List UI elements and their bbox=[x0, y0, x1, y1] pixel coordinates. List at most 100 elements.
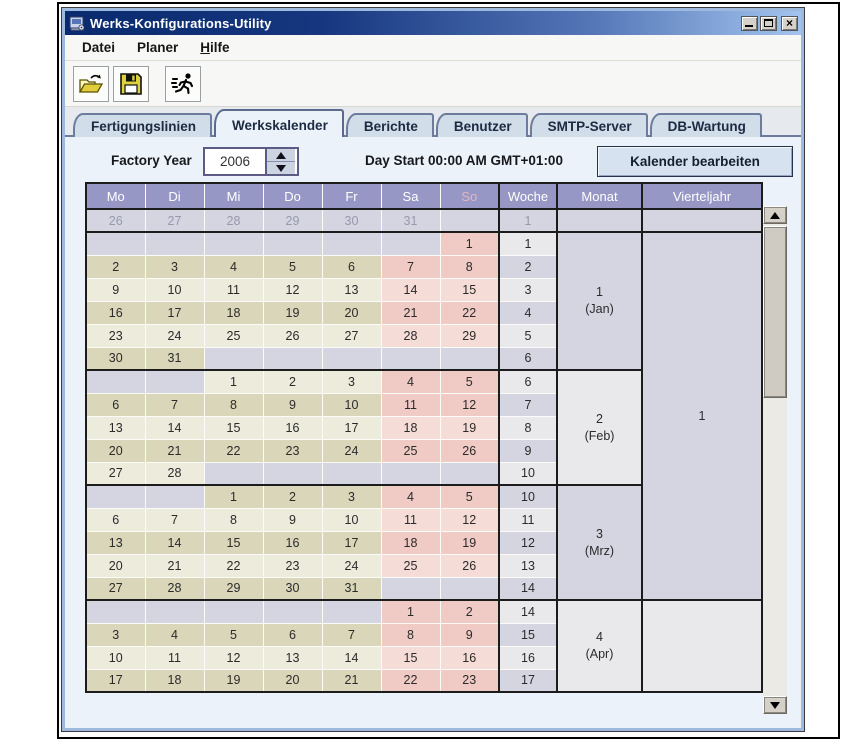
day-cell[interactable]: 21 bbox=[380, 300, 441, 325]
day-cell[interactable]: 26 bbox=[262, 323, 323, 348]
day-cell[interactable]: 3 bbox=[321, 484, 382, 509]
day-cell[interactable]: 2 bbox=[85, 254, 146, 279]
day-cell[interactable]: 22 bbox=[203, 553, 264, 578]
day-cell[interactable]: 7 bbox=[144, 392, 205, 417]
week-cell[interactable]: 6 bbox=[498, 369, 558, 394]
week-cell[interactable]: 10 bbox=[498, 484, 558, 509]
week-cell[interactable]: 8 bbox=[498, 415, 558, 440]
day-cell[interactable]: 13 bbox=[85, 415, 146, 440]
day-cell[interactable]: 18 bbox=[380, 415, 441, 440]
week-cell[interactable]: 14 bbox=[498, 599, 558, 624]
week-cell[interactable]: 2 bbox=[498, 254, 558, 279]
day-cell[interactable]: 1 bbox=[439, 231, 500, 256]
month-cell[interactable]: 1 (Jan) bbox=[556, 231, 643, 371]
day-cell[interactable] bbox=[321, 461, 382, 486]
day-cell[interactable]: 25 bbox=[203, 323, 264, 348]
day-cell[interactable]: 27 bbox=[321, 323, 382, 348]
day-cell[interactable]: 30 bbox=[262, 576, 323, 601]
day-cell[interactable]: 3 bbox=[321, 369, 382, 394]
day-cell[interactable]: 25 bbox=[380, 553, 441, 578]
tab-db-wartung[interactable]: DB-Wartung bbox=[649, 113, 762, 137]
day-cell[interactable] bbox=[262, 231, 323, 256]
day-cell[interactable]: 24 bbox=[144, 323, 205, 348]
open-file-button[interactable] bbox=[73, 65, 109, 102]
day-cell[interactable]: 23 bbox=[85, 323, 146, 348]
tab-benutzer[interactable]: Benutzer bbox=[435, 113, 528, 137]
day-cell[interactable]: 14 bbox=[380, 277, 441, 302]
scrollbar-thumb[interactable] bbox=[763, 226, 787, 398]
day-cell[interactable] bbox=[203, 599, 264, 624]
day-cell[interactable]: 15 bbox=[439, 277, 500, 302]
day-cell[interactable]: 30 bbox=[321, 208, 382, 233]
day-cell[interactable] bbox=[262, 461, 323, 486]
day-cell[interactable]: 28 bbox=[144, 576, 205, 601]
day-cell[interactable] bbox=[439, 346, 500, 371]
day-cell[interactable]: 8 bbox=[439, 254, 500, 279]
day-cell[interactable]: 6 bbox=[321, 254, 382, 279]
quarter-cell[interactable] bbox=[641, 208, 763, 233]
day-cell[interactable]: 14 bbox=[321, 645, 382, 670]
day-cell[interactable]: 20 bbox=[321, 300, 382, 325]
day-cell[interactable]: 12 bbox=[262, 277, 323, 302]
edit-calendar-button[interactable]: Kalender bearbeiten bbox=[597, 146, 793, 177]
day-cell[interactable]: 23 bbox=[439, 668, 500, 693]
day-cell[interactable]: 20 bbox=[85, 553, 146, 578]
day-cell[interactable]: 2 bbox=[262, 484, 323, 509]
day-cell[interactable] bbox=[380, 576, 441, 601]
day-cell[interactable]: 15 bbox=[203, 415, 264, 440]
save-button[interactable] bbox=[113, 65, 149, 102]
day-cell[interactable]: 10 bbox=[144, 277, 205, 302]
day-cell[interactable]: 30 bbox=[85, 346, 146, 371]
week-cell[interactable]: 13 bbox=[498, 553, 558, 578]
day-cell[interactable] bbox=[380, 346, 441, 371]
day-cell[interactable]: 19 bbox=[439, 530, 500, 555]
day-cell[interactable]: 21 bbox=[144, 553, 205, 578]
day-cell[interactable] bbox=[85, 599, 146, 624]
day-cell[interactable]: 9 bbox=[262, 392, 323, 417]
day-cell[interactable]: 10 bbox=[321, 392, 382, 417]
tab-werkskalender[interactable]: Werkskalender bbox=[214, 109, 344, 137]
day-cell[interactable]: 22 bbox=[439, 300, 500, 325]
day-cell[interactable]: 17 bbox=[321, 415, 382, 440]
day-cell[interactable]: 6 bbox=[85, 392, 146, 417]
day-cell[interactable]: 11 bbox=[380, 507, 441, 532]
day-cell[interactable]: 16 bbox=[262, 530, 323, 555]
day-cell[interactable]: 18 bbox=[380, 530, 441, 555]
day-cell[interactable] bbox=[439, 576, 500, 601]
day-cell[interactable] bbox=[380, 231, 441, 256]
day-cell[interactable]: 26 bbox=[85, 208, 146, 233]
day-cell[interactable]: 17 bbox=[321, 530, 382, 555]
day-cell[interactable]: 8 bbox=[380, 622, 441, 647]
day-cell[interactable]: 9 bbox=[262, 507, 323, 532]
menu-item-hilfe[interactable]: Hilfe bbox=[200, 40, 230, 55]
day-cell[interactable]: 11 bbox=[144, 645, 205, 670]
day-cell[interactable]: 17 bbox=[85, 668, 146, 693]
quarter-cell[interactable] bbox=[641, 599, 763, 693]
day-cell[interactable]: 2 bbox=[439, 599, 500, 624]
day-cell[interactable]: 12 bbox=[439, 507, 500, 532]
day-cell[interactable] bbox=[144, 369, 205, 394]
week-cell[interactable]: 4 bbox=[498, 300, 558, 325]
day-cell[interactable]: 18 bbox=[203, 300, 264, 325]
day-cell[interactable]: 19 bbox=[439, 415, 500, 440]
day-cell[interactable]: 2 bbox=[262, 369, 323, 394]
day-cell[interactable]: 10 bbox=[321, 507, 382, 532]
week-cell[interactable]: 16 bbox=[498, 645, 558, 670]
day-cell[interactable]: 3 bbox=[144, 254, 205, 279]
week-cell[interactable]: 7 bbox=[498, 392, 558, 417]
day-cell[interactable]: 5 bbox=[439, 484, 500, 509]
day-cell[interactable]: 23 bbox=[262, 438, 323, 463]
week-cell[interactable]: 14 bbox=[498, 576, 558, 601]
day-cell[interactable]: 8 bbox=[203, 392, 264, 417]
day-cell[interactable]: 16 bbox=[262, 415, 323, 440]
day-cell[interactable]: 12 bbox=[439, 392, 500, 417]
day-cell[interactable]: 11 bbox=[203, 277, 264, 302]
day-cell[interactable]: 23 bbox=[262, 553, 323, 578]
day-cell[interactable]: 15 bbox=[380, 645, 441, 670]
day-cell[interactable]: 6 bbox=[85, 507, 146, 532]
day-cell[interactable]: 9 bbox=[439, 622, 500, 647]
factory-year-input[interactable] bbox=[205, 149, 265, 174]
day-cell[interactable]: 24 bbox=[321, 438, 382, 463]
day-cell[interactable]: 31 bbox=[321, 576, 382, 601]
day-cell[interactable]: 5 bbox=[439, 369, 500, 394]
